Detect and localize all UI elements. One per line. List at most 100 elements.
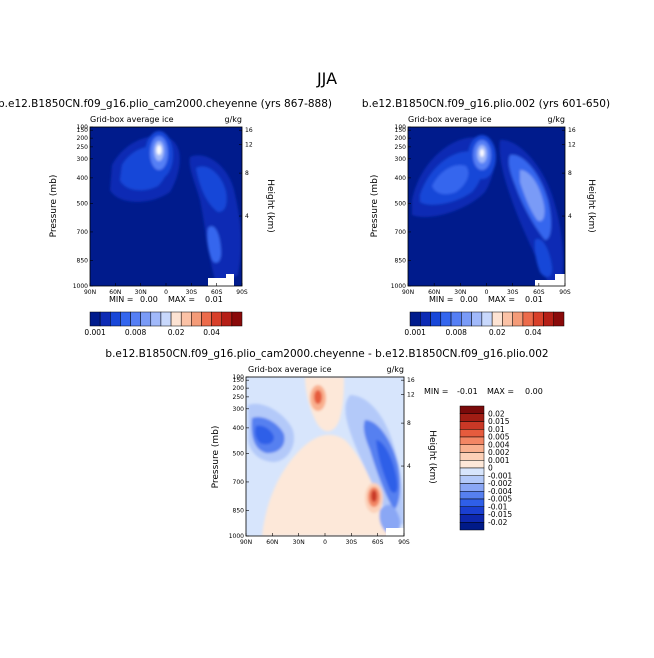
y-tick-label: 850: [233, 508, 245, 515]
colorbar-label: -0.001: [488, 471, 512, 480]
panel-2-max-value: 0.01: [525, 295, 543, 304]
x-tick-label: 90N: [240, 539, 252, 546]
colorbar-label: 0.02: [168, 328, 185, 337]
panel-1-missing-1: [208, 278, 228, 286]
colorbar-swatch: [120, 311, 131, 327]
panel-3-ylabel-right: Height (km): [427, 430, 437, 484]
panel-2-field: [408, 127, 565, 286]
panel-3-ylabel: Pressure (mb): [211, 426, 221, 489]
x-tick-label: 60S: [372, 539, 384, 546]
x-tick-label: 0: [323, 539, 327, 546]
panel-3-region-positive-lower: [262, 434, 404, 536]
y-tick-label: 500: [233, 450, 245, 457]
y-tick-label: 300: [395, 156, 407, 163]
y-tick-label: 850: [77, 258, 89, 265]
y-tick-label: 700: [233, 479, 245, 486]
x-tick-label: 30N: [293, 539, 305, 546]
y-tick-label: 500: [77, 200, 89, 207]
colorbar-label: 0.004: [488, 440, 510, 449]
panel-3-subtitle: Grid-box average ice: [248, 365, 332, 374]
y-tick-right-label: 4: [568, 213, 572, 220]
panel-1-max-label: MAX =: [168, 295, 195, 304]
colorbar-label: 0.001: [84, 328, 106, 337]
panel-2: b.e12.B1850CN.f09_g16.plio.002 (yrs 601-…: [362, 98, 610, 337]
colorbar-label: 0.01: [488, 425, 505, 434]
panel-2-colorbar: 0.001 0.008 0.02 0.04: [404, 311, 565, 337]
y-tick-label: 250: [233, 394, 245, 401]
colorbar-swatch: [459, 498, 485, 507]
y-tick-label: 150: [395, 127, 407, 134]
y-tick-right-label: 12: [245, 141, 253, 148]
panel-3-region-lower-blue: [379, 504, 401, 535]
panel-3-max-value: 0.00: [525, 387, 543, 396]
colorbar-swatch: [160, 311, 172, 327]
panel-3-colorbar: 0.020.0150.010.0050.0040.0020.0010-0.001…: [459, 405, 512, 531]
colorbar-label: -0.015: [488, 510, 512, 519]
colorbar-swatch: [471, 311, 483, 327]
panel-3: b.e12.B1850CN.f09_g16.plio_cam2000.cheye…: [105, 348, 548, 546]
colorbar-swatch: [459, 475, 485, 484]
panel-2-missing-2: [555, 274, 565, 286]
y-tick-right-label: 4: [245, 213, 249, 220]
panel-1-missing-2: [226, 274, 234, 286]
panel-3-upper-positive-core-2: [314, 390, 322, 404]
panel-2-missing-1: [535, 280, 561, 286]
panel-2-region-sh-lower: [534, 239, 553, 277]
y-tick-label: 300: [233, 406, 245, 413]
panel-2-core-peak: [480, 149, 484, 157]
colorbar-swatch: [502, 311, 513, 327]
panel-3-missing: [386, 528, 404, 536]
y-tick-label: 100: [233, 374, 245, 381]
panel-3-max-label: MAX =: [487, 387, 514, 396]
panel-1-subtitle: Grid-box average ice: [90, 115, 174, 124]
colorbar-swatch: [150, 311, 162, 327]
colorbar-swatch: [110, 311, 121, 327]
y-tick-label: 250: [395, 144, 407, 151]
colorbar-swatch: [211, 311, 222, 327]
colorbar-label: 0.02: [488, 409, 505, 418]
y-tick-label: 400: [395, 175, 407, 182]
colorbar-swatch: [459, 452, 485, 461]
y-tick-label: 150: [77, 127, 89, 134]
y-tick-label: 300: [77, 156, 89, 163]
x-tick-label: 30S: [346, 539, 358, 546]
colorbar-label: -0.01: [488, 502, 508, 511]
panel-2-subtitle: Grid-box average ice: [408, 115, 492, 124]
x-tick-label: 90N: [402, 289, 414, 296]
panel-2-ylabel-right: Height (km): [586, 179, 596, 233]
colorbar-swatch: [491, 311, 503, 327]
panel-3-title: b.e12.B1850CN.f09_g16.plio_cam2000.cheye…: [105, 348, 548, 360]
y-tick-label: 850: [395, 258, 407, 265]
y-tick-label: 500: [395, 200, 407, 207]
y-tick-label: 100: [77, 124, 89, 131]
panel-2-min-label: MIN =: [429, 295, 454, 304]
colorbar-swatch: [459, 413, 485, 422]
colorbar-swatch: [231, 311, 243, 327]
colorbar-swatch: [459, 460, 485, 469]
colorbar-label: -0.004: [488, 487, 512, 496]
panel-1-ylabel-right: Height (km): [265, 179, 275, 233]
y-tick-right-label: 16: [245, 127, 253, 134]
colorbar-swatch: [459, 436, 485, 445]
y-tick-label: 250: [77, 144, 89, 151]
y-tick-label: 1000: [391, 283, 406, 290]
colorbar-swatch: [130, 311, 141, 327]
colorbar-swatch: [459, 491, 485, 500]
colorbar-swatch: [459, 421, 485, 430]
colorbar-label: 0.04: [525, 328, 542, 337]
x-tick-label: 90S: [559, 289, 571, 296]
panel-1-min-label: MIN =: [109, 295, 134, 304]
x-tick-label: 60S: [211, 289, 223, 296]
colorbar-swatch: [461, 311, 472, 327]
colorbar-swatch: [459, 514, 485, 523]
x-tick-label: 60S: [533, 289, 545, 296]
y-tick-label: 400: [233, 425, 245, 432]
colorbar-swatch: [99, 311, 111, 327]
panel-1-colorbar: 0.001 0.008 0.02 0.04: [84, 311, 243, 337]
colorbar-swatch: [459, 405, 485, 414]
colorbar-label: -0.02: [488, 518, 508, 527]
colorbar-label: 0.008: [445, 328, 467, 337]
y-tick-label: 700: [395, 229, 407, 236]
